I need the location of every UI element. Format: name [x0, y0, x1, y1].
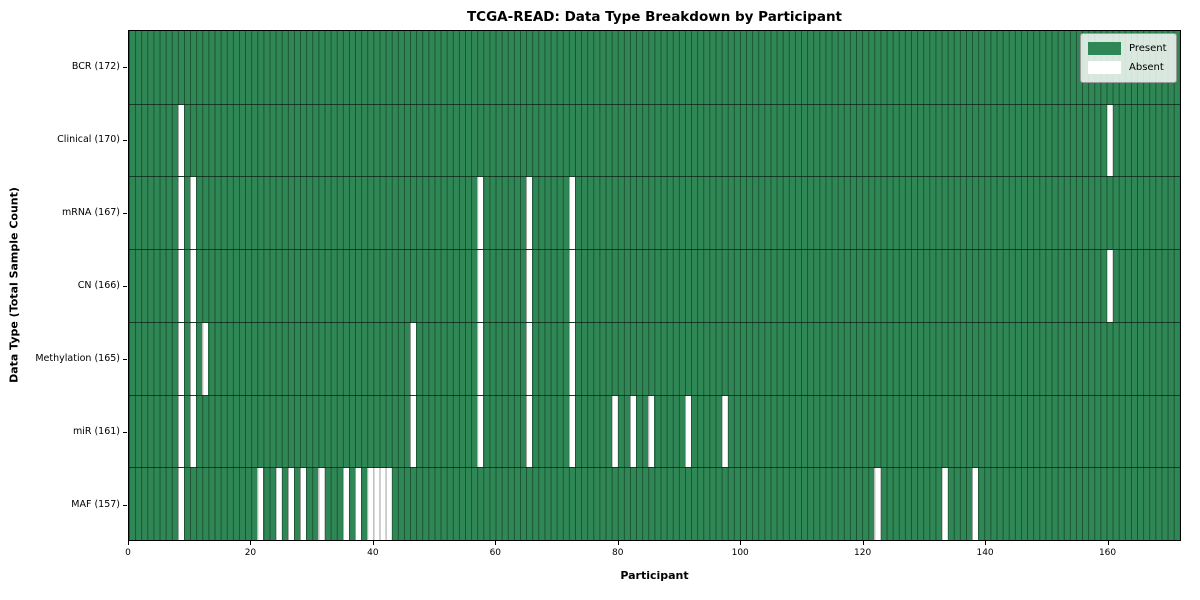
x-tick-label-140: 140	[976, 548, 994, 558]
absent-cell-MAF-p138	[972, 468, 979, 540]
x-tick-label-0: 0	[125, 548, 131, 558]
absent-cell-miR-p8	[177, 395, 184, 468]
absent-cell-miR-p97	[721, 395, 728, 468]
absent-cell-miR-p91	[685, 395, 692, 468]
absent-cell-MAF-p37	[355, 468, 362, 540]
y-tick-label-BCR: BCR (172)	[71, 61, 120, 72]
absent-cell-Methylation-p57	[477, 322, 484, 395]
absent-cell-CN-p8	[177, 250, 184, 322]
legend-entry-present: Present	[1088, 39, 1168, 58]
x-tick-mark-140	[985, 541, 987, 545]
legend: Present Absent	[1080, 33, 1177, 83]
y-tick-label-miR: miR (161)	[72, 426, 120, 437]
absent-cell-miR-p79	[611, 395, 618, 468]
absent-cell-miR-p82	[630, 395, 637, 468]
absent-cell-miR-p46	[410, 395, 417, 468]
absent-cell-mRNA-p8	[177, 177, 184, 250]
y-tick-mark-MAF	[123, 504, 127, 506]
x-tick-mark-0	[128, 541, 129, 545]
absent-cell-CN-p65	[526, 250, 533, 322]
absent-cell-mRNA-p65	[526, 177, 533, 250]
absent-cell-Methylation-p12	[202, 322, 209, 395]
absent-cell-mRNA-p10	[190, 177, 197, 250]
x-tick-label-80: 80	[612, 548, 624, 558]
x-tick-label-40: 40	[367, 548, 379, 558]
y-tick-label-Methylation: Methylation (165)	[35, 353, 120, 364]
absent-cell-MAF-p40	[373, 468, 380, 540]
absent-cell-Methylation-p8	[177, 322, 184, 395]
absent-cell-CN-p160	[1106, 250, 1113, 322]
absent-cell-Methylation-p10	[190, 322, 197, 395]
heatmap-row-mRNA	[129, 176, 1180, 250]
x-tick-mark-100	[740, 541, 742, 545]
absent-cell-miR-p85	[648, 395, 655, 468]
heatmap-row-Clinical	[129, 103, 1180, 177]
x-tick-label-20: 20	[244, 548, 257, 558]
legend-label-present: Present	[1129, 43, 1167, 54]
x-tick-label-120: 120	[854, 548, 872, 558]
absent-cell-MAF-p8	[177, 468, 184, 540]
x-tick-mark-40	[372, 541, 374, 545]
heatmap-row-miR	[129, 394, 1180, 468]
absent-cell-CN-p57	[477, 250, 484, 322]
legend-entry-absent: Absent	[1088, 58, 1168, 77]
absent-cell-MAF-p42	[385, 468, 392, 540]
absent-cell-MAF-p41	[379, 468, 386, 540]
x-axis-label: Participant	[620, 569, 689, 582]
heatmap-row-CN	[129, 249, 1180, 322]
x-tick-mark-60	[495, 541, 497, 545]
absent-cell-Methylation-p65	[526, 322, 533, 395]
x-tick-label-60: 60	[489, 548, 502, 558]
legend-label-absent: Absent	[1129, 62, 1164, 73]
plot-area	[128, 30, 1181, 541]
y-tick-mark-mRNA	[123, 212, 127, 214]
absent-cell-MAF-p122	[874, 468, 881, 540]
x-tick-mark-160	[1107, 541, 1109, 545]
y-tick-mark-Methylation	[123, 358, 127, 360]
absent-cell-miR-p72	[568, 395, 576, 468]
x-tick-label-160: 160	[1098, 548, 1117, 558]
absent-cell-MAF-p133	[941, 468, 948, 540]
absent-cell-Clinical-p8	[177, 104, 184, 177]
absent-cell-CN-p10	[190, 250, 197, 322]
y-tick-label-Clinical: Clinical (170)	[57, 134, 120, 145]
x-tick-mark-120	[862, 541, 864, 545]
absent-cell-MAF-p31	[318, 468, 325, 540]
absent-cell-Methylation-p46	[410, 322, 417, 395]
y-tick-mark-BCR	[123, 66, 127, 68]
present-swatch	[1088, 42, 1121, 55]
y-axis-label: Data Type (Total Sample Count)	[7, 187, 21, 383]
absent-cell-CN-p72	[568, 250, 576, 322]
heatmap-row-MAF	[129, 467, 1180, 540]
absent-cell-MAF-p24	[275, 468, 282, 540]
absent-cell-MAF-p26	[287, 468, 294, 540]
heatmap-row-BCR	[129, 31, 1180, 104]
y-tick-label-CN: CN (166)	[77, 280, 120, 291]
y-tick-label-mRNA: mRNA (167)	[61, 207, 120, 218]
absent-cell-miR-p65	[526, 395, 533, 468]
absent-cell-mRNA-p57	[477, 177, 484, 250]
y-tick-mark-Clinical	[123, 139, 127, 141]
heatmap-row-Methylation	[129, 321, 1180, 395]
absent-cell-MAF-p21	[257, 468, 264, 540]
x-tick-mark-80	[617, 541, 619, 545]
y-tick-mark-CN	[123, 285, 127, 287]
absent-cell-miR-p10	[190, 395, 197, 468]
absent-cell-mRNA-p72	[568, 177, 576, 250]
absent-cell-miR-p57	[477, 395, 484, 468]
absent-cell-MAF-p35	[342, 468, 349, 540]
absent-cell-Clinical-p160	[1106, 104, 1113, 177]
absent-cell-Methylation-p72	[568, 322, 576, 395]
absent-swatch	[1088, 61, 1121, 74]
x-tick-label-100: 100	[731, 548, 749, 558]
y-tick-label-MAF: MAF (157)	[71, 499, 120, 510]
heatmap-rows	[129, 31, 1180, 540]
y-tick-mark-miR	[123, 431, 127, 433]
absent-cell-MAF-p39	[367, 468, 374, 540]
x-tick-mark-20	[250, 541, 252, 545]
chart-title: TCGA-READ: Data Type Breakdown by Partic…	[466, 9, 843, 25]
absent-cell-MAF-p28	[300, 468, 307, 540]
